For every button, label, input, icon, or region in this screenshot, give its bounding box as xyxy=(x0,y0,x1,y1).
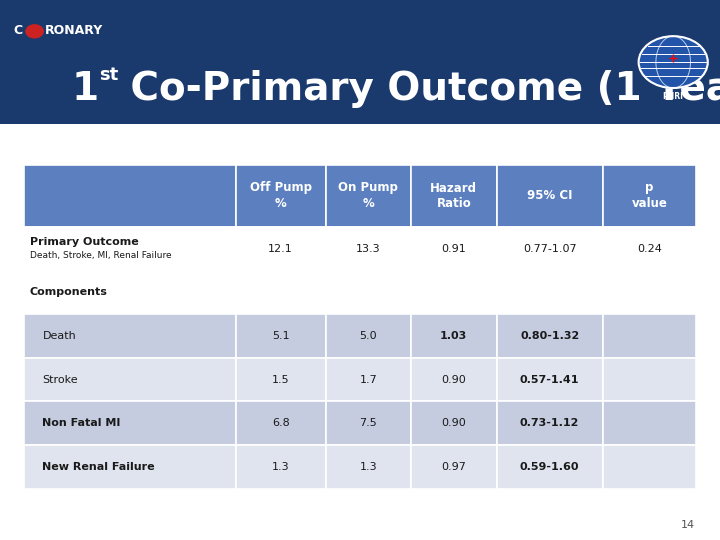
Bar xyxy=(235,445,325,489)
Bar xyxy=(325,357,411,401)
Text: 0.77-1.07: 0.77-1.07 xyxy=(523,244,577,254)
Bar xyxy=(497,314,603,358)
Text: 1.03: 1.03 xyxy=(440,331,467,341)
Text: Death: Death xyxy=(42,331,76,341)
Text: On Pump
%: On Pump % xyxy=(338,181,398,210)
Text: 0.97: 0.97 xyxy=(441,462,467,472)
Bar xyxy=(411,314,497,358)
Bar xyxy=(325,271,411,314)
Text: Off Pump
%: Off Pump % xyxy=(250,181,312,210)
Text: Components: Components xyxy=(30,287,107,298)
Bar xyxy=(235,271,325,314)
Text: 6.8: 6.8 xyxy=(271,418,289,428)
Bar xyxy=(24,357,235,401)
Bar xyxy=(411,271,497,314)
Text: RONARY: RONARY xyxy=(45,24,104,37)
Bar xyxy=(411,401,497,445)
Text: 5.0: 5.0 xyxy=(359,331,377,341)
Bar xyxy=(24,165,235,227)
Bar xyxy=(235,401,325,445)
Bar xyxy=(24,401,235,445)
Text: Co-Primary Outcome (1 Year): Co-Primary Outcome (1 Year) xyxy=(117,70,720,108)
Bar xyxy=(603,227,696,271)
Bar xyxy=(411,165,497,227)
Bar xyxy=(24,445,235,489)
Text: 0.59-1.60: 0.59-1.60 xyxy=(520,462,580,472)
Text: st: st xyxy=(99,66,118,84)
Bar xyxy=(24,271,235,314)
Text: 7.5: 7.5 xyxy=(359,418,377,428)
Bar xyxy=(497,357,603,401)
Text: 1.5: 1.5 xyxy=(272,375,289,384)
Bar xyxy=(603,271,696,314)
Bar xyxy=(497,227,603,271)
Text: New Renal Failure: New Renal Failure xyxy=(42,462,155,472)
Text: 1.3: 1.3 xyxy=(359,462,377,472)
Circle shape xyxy=(639,36,708,88)
Text: 0.57-1.41: 0.57-1.41 xyxy=(520,375,580,384)
Bar xyxy=(24,227,235,271)
Bar xyxy=(497,445,603,489)
Bar xyxy=(497,401,603,445)
Text: 0.80-1.32: 0.80-1.32 xyxy=(520,331,580,341)
Bar xyxy=(603,401,696,445)
Bar xyxy=(603,445,696,489)
Text: 1: 1 xyxy=(72,70,99,108)
Text: 0.90: 0.90 xyxy=(441,375,466,384)
Text: 0.24: 0.24 xyxy=(637,244,662,254)
Text: C: C xyxy=(13,24,22,37)
Text: 1.3: 1.3 xyxy=(272,462,289,472)
Bar xyxy=(235,357,325,401)
Bar xyxy=(411,227,497,271)
Bar xyxy=(325,314,411,358)
Bar xyxy=(497,271,603,314)
Text: 1.7: 1.7 xyxy=(359,375,377,384)
Bar xyxy=(24,314,235,358)
Text: 13.3: 13.3 xyxy=(356,244,381,254)
Bar xyxy=(325,227,411,271)
Text: Non Fatal MI: Non Fatal MI xyxy=(42,418,121,428)
Text: 12.1: 12.1 xyxy=(269,244,293,254)
Text: p
value: p value xyxy=(631,181,667,210)
Bar xyxy=(325,165,411,227)
Text: Hazard
Ratio: Hazard Ratio xyxy=(431,181,477,210)
Text: 5.1: 5.1 xyxy=(272,331,289,341)
Text: 0.73-1.12: 0.73-1.12 xyxy=(520,418,580,428)
Text: Primary Outcome: Primary Outcome xyxy=(30,237,138,247)
Bar xyxy=(235,165,325,227)
Bar xyxy=(411,357,497,401)
Bar xyxy=(325,401,411,445)
Bar xyxy=(0,0,720,124)
Text: PHRI: PHRI xyxy=(662,92,684,102)
Bar xyxy=(325,445,411,489)
Bar xyxy=(411,445,497,489)
Bar xyxy=(603,314,696,358)
Bar xyxy=(235,314,325,358)
Bar xyxy=(235,227,325,271)
Bar xyxy=(603,165,696,227)
Text: Stroke: Stroke xyxy=(42,375,78,384)
Text: 14: 14 xyxy=(680,520,695,530)
Circle shape xyxy=(26,25,43,38)
Text: 0.91: 0.91 xyxy=(441,244,466,254)
Text: 0.90: 0.90 xyxy=(441,418,466,428)
Bar xyxy=(497,165,603,227)
Text: Death, Stroke, MI, Renal Failure: Death, Stroke, MI, Renal Failure xyxy=(30,251,171,260)
Bar xyxy=(603,357,696,401)
Text: 95% CI: 95% CI xyxy=(527,189,572,202)
